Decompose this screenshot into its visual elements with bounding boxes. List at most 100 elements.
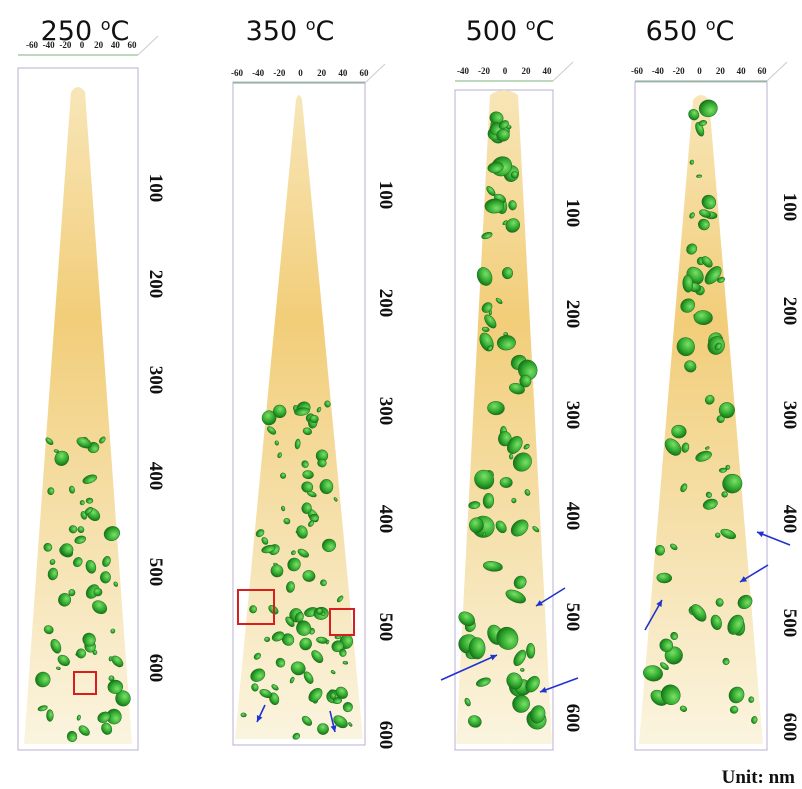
precipitate: [458, 611, 475, 627]
precipitate: [43, 625, 54, 635]
precipitate: [330, 670, 336, 675]
depth-tick-label: 500: [779, 609, 800, 638]
precipitate: [302, 570, 316, 582]
precipitate: [681, 442, 690, 453]
precipitate: [289, 676, 295, 684]
unit: C: [316, 16, 335, 47]
precipitate: [302, 427, 312, 436]
precipitate: [266, 426, 277, 435]
depth-tick-label: 600: [779, 713, 800, 742]
precipitate: [320, 579, 327, 587]
precipitate: [506, 672, 523, 690]
precipitate: [671, 424, 687, 439]
precipitate: [720, 528, 737, 540]
precipitate: [468, 501, 481, 509]
precipitate: [79, 500, 85, 506]
precipitate: [107, 679, 124, 694]
precipitate: [37, 705, 48, 712]
precipitate: [92, 600, 108, 615]
precipitate: [68, 589, 76, 597]
precipitate: [255, 529, 265, 538]
top-tick-label: 0: [697, 66, 702, 76]
precipitate: [319, 479, 334, 495]
degree-sign: o: [306, 15, 316, 34]
precipitate: [264, 636, 271, 642]
panel-title: 350 oC: [246, 15, 335, 47]
precipitate: [113, 581, 119, 587]
precipitate: [689, 159, 695, 165]
depth-tick-label: 300: [779, 401, 800, 430]
precipitate: [76, 714, 81, 721]
arrow-head: [330, 725, 337, 732]
top-tick-label: 20: [522, 66, 532, 76]
perspective-edge: [766, 61, 788, 82]
precipitate: [751, 716, 758, 724]
depth-tick-label: 500: [562, 603, 583, 632]
precipitate: [261, 410, 277, 426]
temperature: 650: [646, 16, 698, 47]
precipitate: [60, 543, 74, 556]
precipitate: [333, 715, 348, 729]
perspective-edge: [137, 35, 159, 56]
precipitate: [108, 675, 115, 682]
precipitate: [57, 654, 70, 667]
precipitate: [507, 436, 523, 454]
precipitate: [73, 557, 83, 568]
precipitate: [100, 571, 111, 584]
precipitate: [670, 631, 678, 641]
precipitate: [76, 437, 92, 449]
precipitate: [698, 218, 710, 231]
arrow-head: [656, 600, 662, 607]
precipitate: [50, 639, 62, 654]
precipitate: [342, 661, 348, 665]
depth-tick-label: 500: [375, 613, 396, 642]
top-tick-label: 0: [298, 68, 303, 78]
precipitate: [297, 548, 309, 558]
depth-tick-label: 200: [779, 297, 800, 326]
precipitate: [714, 342, 722, 351]
precipitate: [58, 593, 72, 607]
top-tick-label: 60: [758, 66, 768, 76]
unit-note: Unit: nm: [722, 767, 796, 788]
precipitate: [294, 438, 301, 450]
precipitate: [469, 517, 484, 533]
precipitate: [670, 543, 678, 551]
arrow-head: [540, 686, 547, 693]
precipitate: [484, 314, 497, 329]
precipitate: [290, 550, 296, 556]
precipitate: [695, 450, 712, 462]
precipitate: [682, 274, 694, 293]
precipitate: [680, 483, 688, 493]
top-tick-label: -40: [652, 66, 664, 76]
panel-title: 500 oC: [466, 15, 555, 47]
precipitate: [656, 572, 672, 584]
precipitate: [56, 666, 61, 670]
precipitate: [482, 493, 495, 509]
precipitate: [302, 470, 314, 480]
precipitate: [308, 520, 315, 527]
precipitate: [710, 614, 722, 630]
top-tick-label: 40: [111, 40, 121, 50]
arrow-shaft: [440, 654, 498, 681]
precipitate: [82, 632, 96, 647]
precipitate: [261, 537, 269, 545]
precipitate: [495, 520, 507, 534]
top-tick-label: -60: [231, 68, 243, 78]
precipitate: [659, 662, 669, 671]
precipitate: [486, 186, 496, 196]
precipitate: [499, 477, 513, 488]
precipitate: [693, 310, 713, 325]
precipitate: [464, 697, 471, 707]
precipitate: [111, 655, 124, 668]
precipitate: [271, 631, 285, 642]
depth-tick-label: 300: [375, 397, 396, 426]
depth-tick-label: 100: [562, 199, 583, 228]
precipitate: [309, 513, 319, 522]
precipitate: [676, 337, 695, 357]
precipitate: [505, 218, 520, 233]
degree-sign: o: [706, 15, 716, 34]
precipitate: [728, 686, 745, 704]
precipitate: [508, 200, 517, 211]
precipitate: [251, 683, 259, 692]
